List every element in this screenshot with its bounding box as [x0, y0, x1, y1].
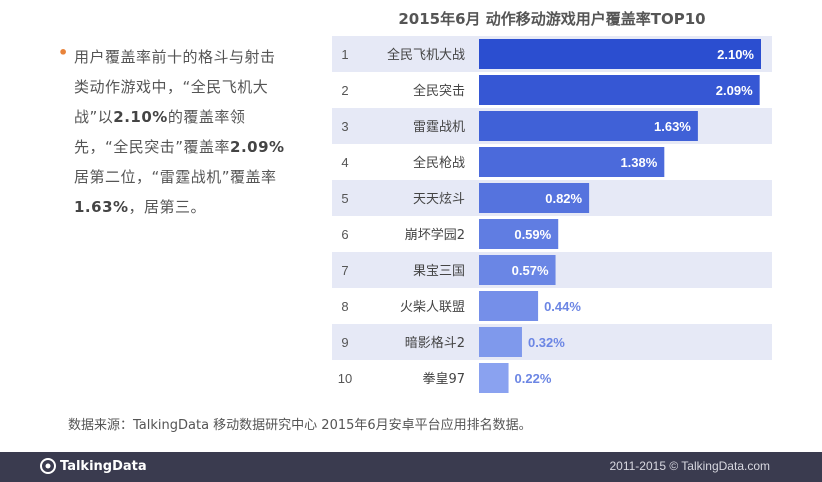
value-label: 1.63% — [654, 119, 691, 134]
value-label: 0.44% — [544, 299, 581, 314]
value-label: 2.09% — [716, 83, 753, 98]
category-label: 拳皇97 — [422, 371, 465, 387]
footer-bar: TalkingData 2011-2015 © TalkingData.com — [0, 452, 822, 482]
summary-segment: 居第二位，“雷霆战机”覆盖率 — [74, 168, 277, 186]
rank-label: 2 — [341, 83, 348, 98]
summary-text: 用户覆盖率前十的格斗与射击类动作游戏中，“全民飞机大战”以2.10%的覆盖率领先… — [74, 42, 286, 222]
bar — [479, 255, 556, 285]
category-label: 果宝三国 — [413, 264, 465, 279]
row-band — [332, 324, 772, 360]
category-label: 全民飞机大战 — [387, 47, 465, 63]
rank-label: 8 — [341, 299, 348, 314]
rank-label: 6 — [341, 227, 348, 242]
bar — [479, 291, 539, 321]
bar — [479, 147, 665, 177]
value-label: 0.82% — [545, 191, 582, 206]
highlight-value: 2.10% — [113, 108, 168, 126]
source-note: 数据来源：TalkingData 移动数据研究中心 2015年6月安卓平台应用排… — [68, 418, 532, 433]
highlight-value: 2.09% — [230, 138, 285, 156]
summary-segment: ，居第三。 — [128, 198, 207, 216]
category-label: 火柴人联盟 — [400, 300, 465, 315]
talkingdata-logo: TalkingData — [40, 458, 147, 474]
rank-label: 4 — [341, 155, 348, 170]
bar — [479, 39, 761, 69]
bar — [479, 111, 698, 141]
category-label: 全民突击 — [413, 83, 465, 99]
rank-label: 7 — [341, 263, 348, 278]
value-label: 0.22% — [515, 371, 552, 386]
rank-label: 3 — [341, 119, 348, 134]
rank-label: 10 — [338, 371, 352, 386]
summary-segment: 用户覆盖率前十的格斗与射击类动作游戏中，“全民飞机大战”以 — [74, 48, 276, 126]
category-label: 雷霆战机 — [413, 120, 465, 135]
rank-label: 9 — [341, 335, 348, 350]
value-label: 0.59% — [514, 227, 551, 242]
category-label: 暗影格斗2 — [405, 335, 465, 351]
bar — [479, 183, 590, 213]
logo-icon — [40, 458, 56, 474]
category-label: 崩坏学园2 — [405, 227, 465, 243]
chart-title: 2015年6月 动作移动游戏用户覆盖率TOP10 — [398, 10, 706, 28]
category-label: 全民枪战 — [413, 155, 465, 171]
value-label: 0.57% — [512, 263, 549, 278]
copyright: 2011-2015 © TalkingData.com — [609, 459, 771, 473]
logo-text: TalkingData — [60, 458, 147, 474]
rank-label: 1 — [341, 47, 348, 62]
value-label: 1.38% — [620, 155, 657, 170]
summary-segment: 的覆盖率领先，“全民突击”覆盖率 — [74, 108, 246, 156]
summary-bullet: • 用户覆盖率前十的格斗与射击类动作游戏中，“全民飞机大战”以2.10%的覆盖率… — [58, 42, 286, 222]
value-label: 0.32% — [528, 335, 565, 350]
bar — [479, 75, 760, 105]
value-label: 2.10% — [717, 47, 754, 62]
bar — [479, 363, 509, 393]
highlight-value: 1.63% — [74, 198, 129, 216]
rank-label: 5 — [341, 191, 348, 206]
bar — [479, 327, 522, 357]
bar-chart: 1 全民飞机大战 2.10% 2 全民突击 2.09% 3 雷霆战机 1.63% 4 全民枪战 1.3… — [332, 36, 772, 393]
bar — [479, 219, 559, 249]
category-label: 天天炫斗 — [413, 191, 465, 207]
bullet-dot-icon: • — [58, 43, 69, 62]
